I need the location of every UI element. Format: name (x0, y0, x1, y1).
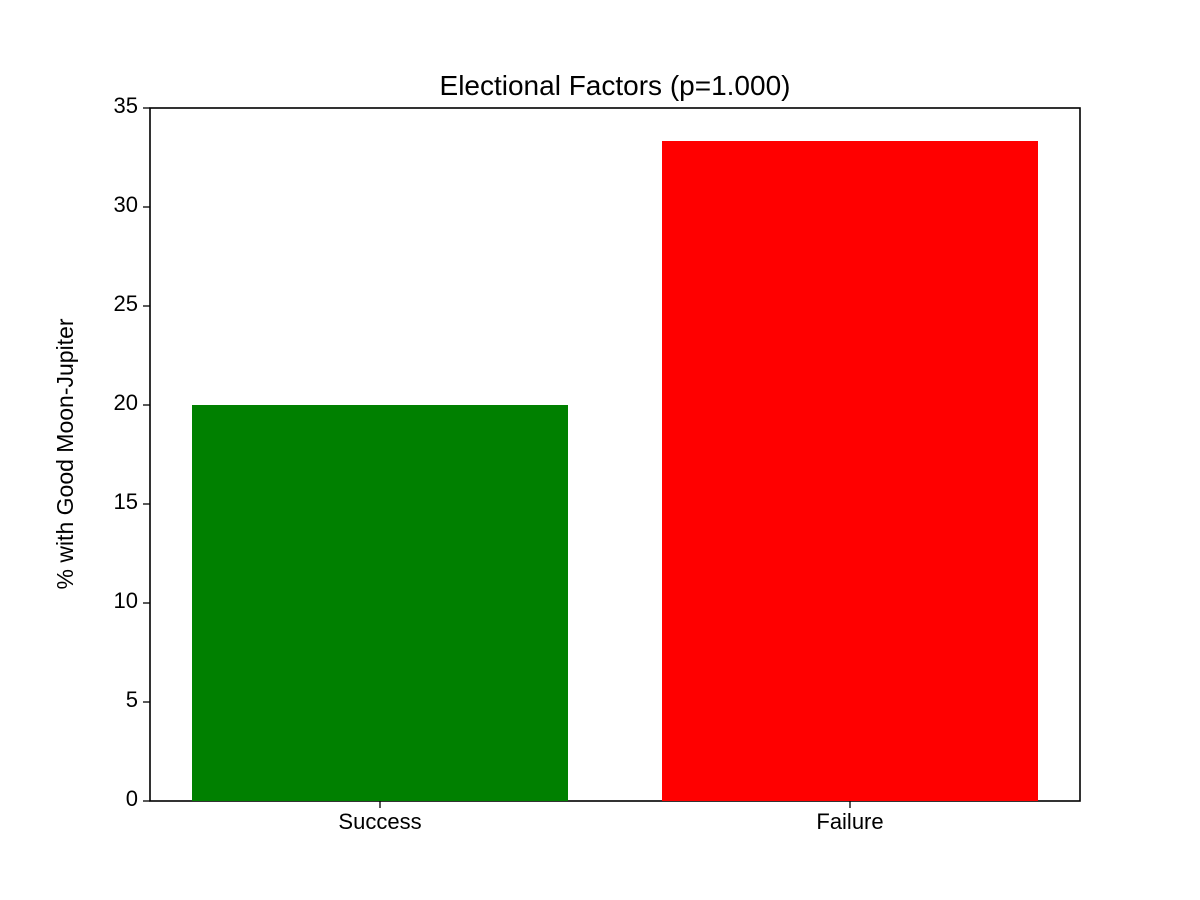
svg-text:Success: Success (338, 809, 421, 834)
svg-text:20: 20 (114, 390, 138, 415)
svg-text:15: 15 (114, 489, 138, 514)
svg-text:0: 0 (126, 786, 138, 811)
svg-text:10: 10 (114, 588, 138, 613)
svg-text:Electional Factors (p=1.000): Electional Factors (p=1.000) (440, 70, 791, 101)
svg-text:5: 5 (126, 687, 138, 712)
svg-text:25: 25 (114, 291, 138, 316)
svg-text:35: 35 (114, 93, 138, 118)
svg-text:30: 30 (114, 192, 138, 217)
svg-text:% with Good Moon-Jupiter: % with Good Moon-Jupiter (52, 318, 78, 589)
svg-text:Failure: Failure (816, 809, 883, 834)
